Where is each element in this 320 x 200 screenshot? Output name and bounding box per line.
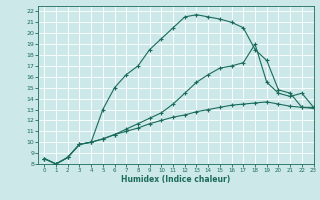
- X-axis label: Humidex (Indice chaleur): Humidex (Indice chaleur): [121, 175, 231, 184]
